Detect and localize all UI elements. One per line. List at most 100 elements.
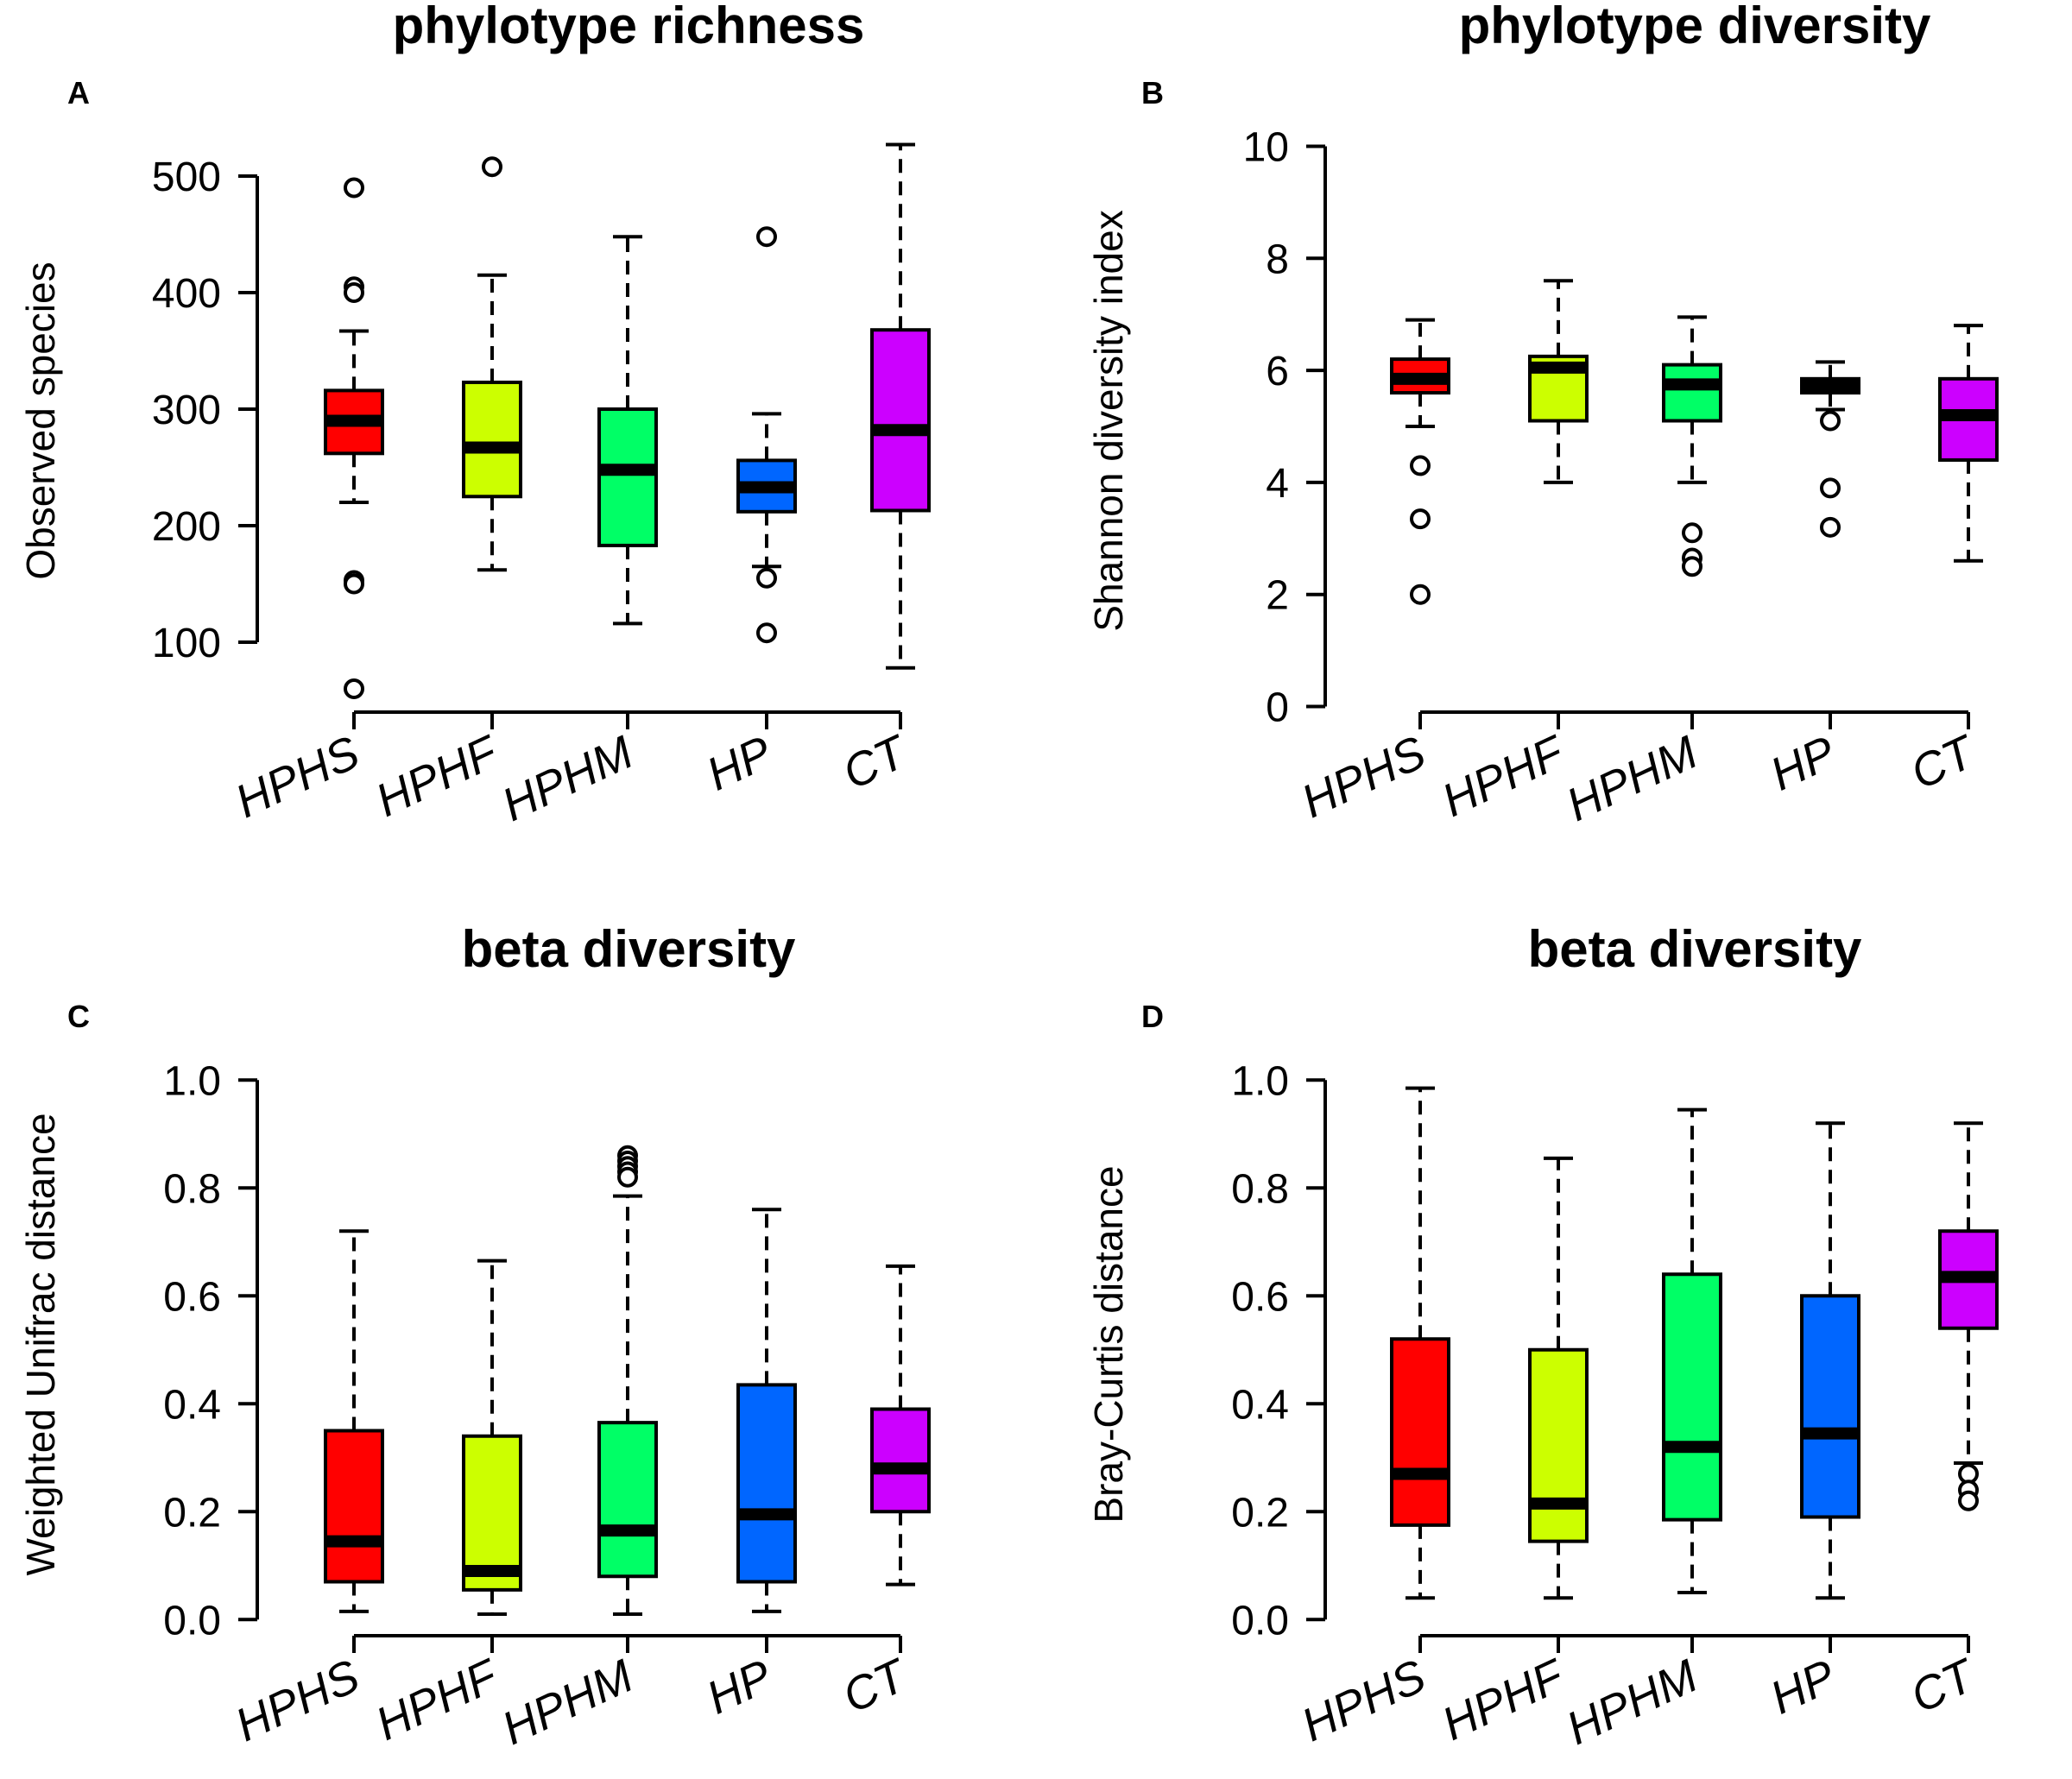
outlier-point: [1958, 1490, 1979, 1511]
x-tick-label: HPHF: [368, 1649, 507, 1751]
iqr-box: [324, 1429, 384, 1584]
panel-title: phylotype richness: [393, 0, 865, 54]
y-axis-title: Weighted Unifrac distance: [18, 1113, 63, 1575]
panel-letter: C: [67, 999, 90, 1034]
y-tick-label: 10: [1243, 124, 1289, 170]
panel-d: beta diversity D 0.0 0.2 0.4 0.6 0.8 1.0 Bray-Cu…: [1086, 920, 1999, 1755]
y-tick-label: 200: [152, 504, 221, 550]
outlier-point: [482, 156, 502, 178]
x-tick-label: HPHF: [1434, 1649, 1573, 1751]
box-ct: [870, 1264, 931, 1587]
outlier-point: [1820, 410, 1841, 432]
outlier-point: [1820, 516, 1841, 538]
x-tick-label: HP: [1763, 726, 1843, 800]
box-hphm: [597, 235, 658, 626]
y-tick-label: 0.8: [1231, 1166, 1289, 1212]
iqr-box: [597, 1421, 658, 1579]
outlier-point: [1410, 455, 1431, 476]
x-tick-label: HPHM: [1559, 726, 1705, 831]
y-tick-label: 0.0: [1231, 1598, 1289, 1643]
box-hphs: [1390, 318, 1450, 605]
panel-letter: A: [67, 75, 90, 110]
y-tick-label: 2: [1266, 573, 1289, 619]
y-tick-label: 1.0: [163, 1058, 221, 1104]
iqr-box: [1800, 1294, 1860, 1519]
y-tick-label: 0.2: [1231, 1490, 1289, 1536]
panel-c: beta diversity C 0.0 0.2 0.4 0.6 0.8 1.0 Weighte…: [18, 920, 931, 1755]
iqr-box: [870, 328, 931, 513]
x-tick-label: HP: [699, 1650, 780, 1724]
outlier-point: [1682, 522, 1702, 544]
x-tick-label: HPHF: [1434, 725, 1573, 827]
y-tick-label: 100: [152, 621, 221, 666]
box-hphf: [462, 156, 522, 572]
x-tick-label: HP: [699, 726, 780, 800]
y-axis-title: Observed species: [18, 262, 63, 579]
outlier-point: [617, 1166, 638, 1188]
panel-letter: D: [1141, 999, 1164, 1034]
x-tick-label: HPHS: [228, 726, 367, 828]
iqr-box: [597, 407, 658, 547]
x-tick-label: HPHM: [495, 1650, 641, 1755]
outlier-point: [344, 573, 364, 595]
x-tick-label: CT: [835, 1649, 916, 1723]
panel-title: beta diversity: [1528, 920, 1862, 978]
y-axis-title: Bray-Curtis distance: [1086, 1165, 1131, 1523]
y-tick-label: 1.0: [1231, 1058, 1289, 1104]
box-hp: [1800, 360, 1860, 538]
panel-title: phylotype diversity: [1459, 0, 1931, 54]
y-tick-label: 400: [152, 271, 221, 317]
x-tick-label: CT: [1903, 725, 1984, 799]
box-hphm: [1662, 1107, 1722, 1594]
iqr-box: [870, 1407, 931, 1514]
iqr-box: [1390, 1337, 1450, 1527]
panel-title: beta diversity: [462, 920, 796, 978]
iqr-box: [1662, 363, 1722, 423]
box-hphs: [324, 1229, 384, 1613]
x-tick-label: HPHS: [228, 1650, 367, 1751]
x-tick-label: HPHM: [1559, 1650, 1705, 1755]
outlier-point: [344, 177, 364, 199]
outlier-point: [1410, 508, 1431, 530]
box-hphf: [1528, 279, 1589, 484]
y-tick-label: 0: [1266, 685, 1289, 731]
outlier-point: [756, 226, 777, 248]
y-tick-label: 0.4: [163, 1382, 221, 1428]
box-hphs: [324, 177, 384, 699]
x-tick-label: HPHS: [1294, 726, 1433, 828]
outlier-point: [344, 678, 364, 699]
y-tick-label: 4: [1266, 461, 1289, 507]
box-hp: [1800, 1121, 1860, 1600]
box-hphf: [1528, 1156, 1589, 1600]
outlier-point: [1820, 477, 1841, 499]
iqr-box: [1528, 1347, 1589, 1543]
y-tick-label: 0.2: [163, 1490, 221, 1536]
y-tick-label: 0.8: [163, 1166, 221, 1212]
y-tick-label: 0.6: [1231, 1274, 1289, 1320]
y-tick-label: 0.6: [163, 1274, 221, 1320]
x-tick-label: CT: [835, 725, 916, 799]
box-hphs: [1390, 1086, 1450, 1600]
y-tick-label: 0.4: [1231, 1382, 1289, 1428]
outlier-point: [756, 622, 777, 644]
y-tick-label: 300: [152, 388, 221, 433]
x-tick-label: HPHF: [368, 725, 507, 827]
box-hp: [736, 1208, 797, 1613]
box-hphm: [597, 1145, 658, 1616]
outlier-point: [1682, 556, 1702, 577]
outlier-point: [756, 567, 777, 589]
iqr-box: [736, 1383, 797, 1584]
y-tick-label: 6: [1266, 349, 1289, 394]
y-axis-title: Shannon diversity index: [1086, 210, 1131, 631]
outlier-point: [344, 282, 364, 303]
iqr-box: [462, 380, 522, 499]
x-tick-label: HPHS: [1294, 1650, 1433, 1751]
iqr-box: [462, 1434, 522, 1592]
x-tick-label: CT: [1903, 1649, 1984, 1723]
y-tick-label: 500: [152, 155, 221, 200]
y-tick-label: 0.0: [163, 1598, 221, 1643]
box-hphf: [462, 1259, 522, 1616]
y-tick-label: 8: [1266, 237, 1289, 282]
box-ct: [870, 142, 931, 670]
